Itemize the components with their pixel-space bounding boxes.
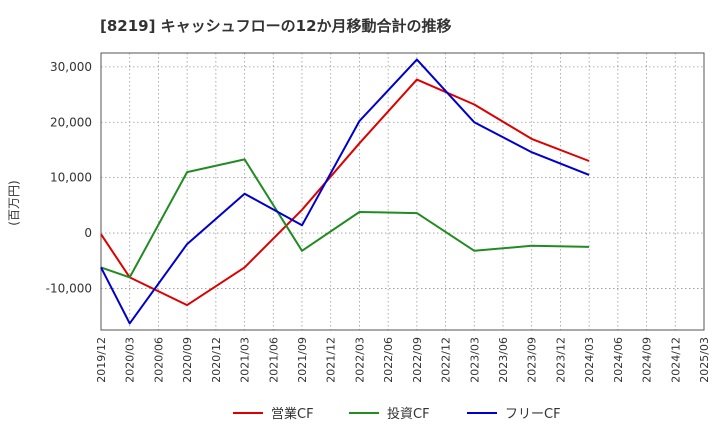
x-tick-label: 2023/09 (526, 337, 539, 383)
x-tick-label: 2024/09 (641, 337, 654, 383)
legend-label-1: 投資CF (387, 406, 430, 422)
x-tick-label: 2021/09 (296, 337, 309, 383)
x-tick-label: 2025/03 (698, 337, 711, 383)
y-tick-label: 10,000 (50, 171, 92, 185)
x-tick-labels: 2019/12 2020/03 2020/06 2020/09 2020/12 2021/… (95, 337, 711, 383)
series-line-2 (100, 58, 590, 325)
x-tick-label: 2024/12 (669, 337, 682, 383)
x-tick-label: 2022/12 (440, 337, 453, 383)
x-tick-label: 2023/03 (468, 337, 481, 383)
x-tick-label: 2020/03 (124, 337, 137, 383)
x-tick-label: 2022/03 (353, 337, 366, 383)
y-tick-labels: -10,000 0 10,000 20,000 30,000 (46, 60, 92, 296)
x-tick-label: 2021/12 (325, 337, 338, 383)
x-tick-label: 2020/12 (210, 337, 223, 383)
plot-area (100, 52, 705, 331)
legend: 営業CF 投資CF フリーCF (233, 406, 561, 422)
grid-layer (101, 53, 704, 330)
y-axis-label: (百万円) (7, 180, 21, 225)
y-tick-label: 30,000 (50, 60, 92, 74)
legend-label-0: 営業CF (271, 406, 314, 422)
chart-title: [8219] キャッシュフローの12か月移動合計の推移 (100, 17, 452, 35)
y-tick-label: 20,000 (50, 115, 92, 129)
x-tick-label: 2022/09 (411, 337, 424, 383)
x-tick-label: 2020/09 (181, 337, 194, 383)
y-tick-label: -10,000 (46, 281, 92, 295)
x-tick-label: 2023/12 (554, 337, 567, 383)
x-tick-label: 2023/06 (497, 337, 510, 383)
y-tick-label: 0 (84, 226, 92, 240)
x-tick-label: 2022/06 (382, 337, 395, 383)
x-tick-label: 2020/06 (152, 337, 165, 383)
x-tick-label: 2024/06 (612, 337, 625, 383)
legend-label-2: フリーCF (505, 407, 561, 422)
series-line-1 (100, 158, 590, 279)
x-tick-label: 2019/12 (95, 337, 108, 383)
x-tick-label: 2021/06 (267, 337, 280, 383)
series-layer (100, 58, 590, 325)
x-tick-label: 2021/03 (239, 337, 252, 383)
series-line-0 (100, 78, 590, 307)
x-tick-label: 2024/03 (583, 337, 596, 383)
